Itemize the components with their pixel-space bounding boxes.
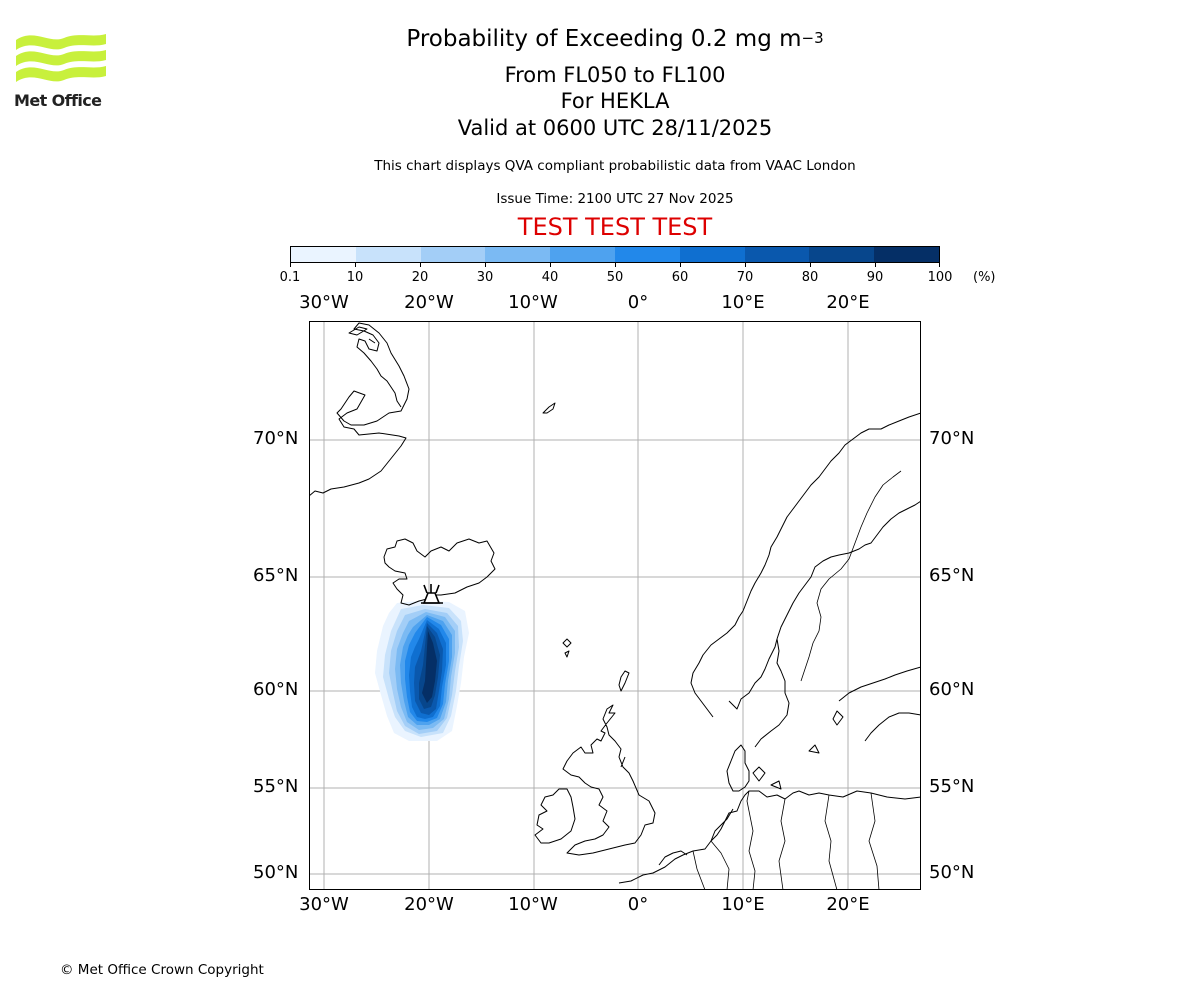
lon-label: 0° <box>627 894 649 915</box>
lat-label: 60°N <box>929 679 975 700</box>
lon-label: 20°W <box>404 894 454 915</box>
lon-label: 30°W <box>299 894 349 915</box>
iceland-coast <box>383 538 496 606</box>
colorbar-segment <box>485 247 551 262</box>
lon-label: 20°E <box>826 894 870 915</box>
colorbar-tick <box>485 262 486 267</box>
denmark-germany-border <box>746 790 750 812</box>
colorbar-segment <box>420 247 486 262</box>
greenland-coast <box>309 322 410 497</box>
colorbar-tick <box>939 262 940 267</box>
norway-sweden-border <box>800 558 850 682</box>
colorbar-tick <box>420 262 421 267</box>
lon-label: 10°W <box>508 292 558 313</box>
colorbar-tick-label: 80 <box>801 270 819 285</box>
colorbar-unit: (%) <box>973 270 996 285</box>
lon-label: 20°W <box>404 292 454 313</box>
colorbar-segment <box>679 247 745 262</box>
lon-label: 0° <box>627 292 649 313</box>
greenland-fjords <box>348 326 376 344</box>
lon-label: 20°E <box>826 292 870 313</box>
colorbar-tick-label: 40 <box>541 270 559 285</box>
lon-label: 30°W <box>299 292 349 313</box>
lat-label: 55°N <box>253 776 299 797</box>
denmark-coast <box>726 744 782 792</box>
copyright: © Met Office Crown Copyright <box>60 962 264 978</box>
chart-description: This chart displays QVA compliant probab… <box>374 158 856 174</box>
lon-label: 10°E <box>721 894 765 915</box>
plume-90-100 <box>422 631 437 703</box>
logo-text: Met Office <box>14 91 102 110</box>
colorbar-tick-label: 30 <box>476 270 494 285</box>
colorbar-tick <box>875 262 876 267</box>
colorbar-tick-label: 100 <box>927 270 953 285</box>
sweden-coast <box>776 500 921 640</box>
norway-coast <box>690 412 921 718</box>
colorbar-tick-label: 20 <box>411 270 429 285</box>
colorbar-tick <box>355 262 356 267</box>
map-border <box>309 321 921 890</box>
colorbar-tick <box>550 262 551 267</box>
issue-time: Issue Time: 2100 UTC 27 Nov 2025 <box>496 191 734 207</box>
colorbar-tick <box>680 262 681 267</box>
colorbar-tick-label: 0.1 <box>279 270 301 285</box>
sweden-finland-border <box>848 470 902 560</box>
baltic-east-coast <box>864 712 921 742</box>
lat-label: 70°N <box>929 428 975 449</box>
baltic-west-coast <box>754 638 790 748</box>
colorbar-tick <box>810 262 811 267</box>
ash-plume <box>375 601 469 741</box>
colorbar-tick-label: 10 <box>346 270 364 285</box>
colorbar-tick-label: 50 <box>606 270 624 285</box>
lat-label: 50°N <box>929 862 975 883</box>
colorbar-tick-label: 90 <box>866 270 884 285</box>
skagerrak-coast <box>728 638 778 710</box>
colorbar-segment <box>809 247 875 262</box>
coastlines <box>309 322 921 890</box>
lat-label: 65°N <box>253 565 299 586</box>
finland-south-coast <box>838 666 921 702</box>
colorbar-segment <box>550 247 615 262</box>
lat-label: 70°N <box>253 428 299 449</box>
met-office-waves-icon <box>16 34 106 82</box>
colorbar-tick-label: 70 <box>736 270 754 285</box>
colorbar-tick <box>290 262 291 267</box>
volcano-name: For HEKLA <box>560 89 670 113</box>
test-banner: TEST TEST TEST <box>517 213 713 241</box>
jan-mayen <box>542 402 556 414</box>
lat-label: 50°N <box>253 862 299 883</box>
shetland <box>618 670 630 692</box>
met-office-logo: Met Office <box>14 30 108 112</box>
colorbar-segment <box>874 247 939 262</box>
lat-label: 55°N <box>929 776 975 797</box>
lon-label: 10°W <box>508 894 558 915</box>
great-britain-coast <box>562 704 656 856</box>
colorbar-tick <box>615 262 616 267</box>
volcano-icon <box>421 584 443 604</box>
colorbar <box>290 246 940 263</box>
europe-borders <box>692 792 880 890</box>
baltic-islands <box>808 710 844 754</box>
lat-label: 60°N <box>253 679 299 700</box>
title-exponent: −3 <box>801 29 824 47</box>
lat-label: 65°N <box>929 565 975 586</box>
gb-inlet <box>620 756 626 768</box>
colorbar-segment <box>614 247 680 262</box>
faroe-islands <box>562 638 572 658</box>
valid-time: Valid at 0600 UTC 28/11/2025 <box>457 116 773 140</box>
chart-title: Probability of Exceeding 0.2 mg m−3 <box>406 26 824 52</box>
colorbar-segment <box>291 247 356 262</box>
europe-north-coast <box>618 790 921 884</box>
ireland-coast <box>534 788 576 844</box>
lon-label: 10°E <box>721 292 765 313</box>
colorbar-tick <box>745 262 746 267</box>
map <box>309 321 921 890</box>
colorbar-segment <box>355 247 421 262</box>
colorbar-segment <box>744 247 810 262</box>
colorbar-tick-label: 60 <box>671 270 689 285</box>
low-countries-coast <box>658 808 734 866</box>
flight-level-range: From FL050 to FL100 <box>504 63 726 87</box>
